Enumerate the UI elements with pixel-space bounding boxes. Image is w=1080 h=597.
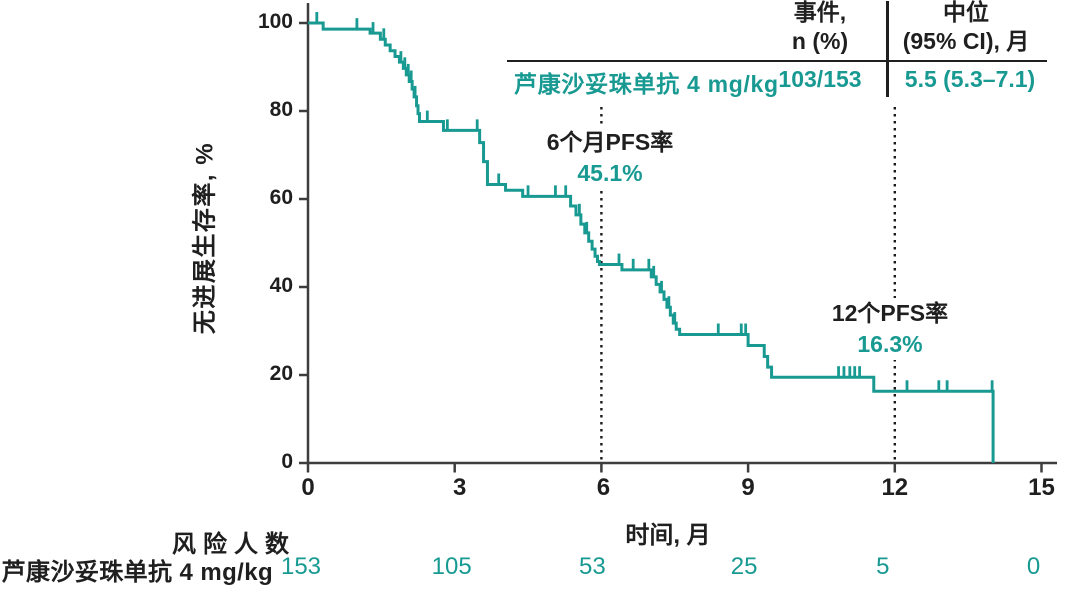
annotation-12month-pfs: 12个PFS率 16.3%	[827, 298, 953, 360]
risk-value: 53	[579, 553, 606, 580]
y-tick-label: 20	[269, 362, 293, 385]
annotation-12month-label: 12个PFS率	[827, 298, 953, 329]
annotation-12month-value: 16.3%	[851, 329, 929, 360]
annotation-6month-label: 6个月PFS率	[542, 127, 678, 158]
table-row-median: 5.5 (5.3–7.1)	[904, 66, 1036, 92]
y-tick-label: 80	[269, 98, 293, 121]
table-header-events-line2: n (%)	[791, 28, 849, 54]
table-header-median-line1: 中位	[943, 0, 989, 25]
table-header-median-line2: (95% CI), 月	[902, 28, 1030, 54]
risk-value: 153	[280, 553, 322, 580]
risk-value: 25	[730, 553, 758, 580]
x-tick-label: 9	[741, 474, 755, 501]
risk-value: 5	[876, 553, 890, 580]
annotation-6month-value: 45.1%	[571, 158, 649, 189]
risk-row-label: 芦康沙妥珠单抗 4 mg/kg	[1, 559, 273, 586]
table-header-median: 中位 (95% CI), 月	[903, 0, 1030, 56]
risk-value: 0	[1026, 553, 1041, 580]
x-tick-label: 3	[453, 474, 467, 501]
risk-value: 105	[431, 553, 472, 580]
x-tick-label: 12	[881, 474, 909, 501]
x-tick-label: 6	[596, 474, 611, 501]
table-row-name: 芦康沙妥珠单抗 4 mg/kg	[514, 71, 779, 97]
table-header-rule	[507, 59, 1047, 62]
x-tick-label: 0	[301, 474, 315, 501]
table-header-events: 事件, n (%)	[792, 0, 848, 56]
table-header-events-line1: 事件,	[793, 0, 847, 25]
y-tick-label: 100	[257, 10, 293, 33]
x-axis-title: 时间, 月	[625, 522, 711, 549]
risk-table-title: 风险人数	[172, 531, 296, 558]
table-column-divider	[886, 1, 889, 97]
annotation-6month-pfs: 6个月PFS率 45.1%	[542, 127, 678, 189]
y-axis-title: 无进展生存率, %	[191, 141, 219, 335]
x-tick-label: 15	[1028, 474, 1055, 501]
y-tick-label: 0	[281, 450, 293, 473]
y-tick-label: 60	[269, 186, 293, 209]
table-row-events: 103/153	[778, 66, 862, 92]
y-tick-label: 40	[269, 274, 293, 297]
